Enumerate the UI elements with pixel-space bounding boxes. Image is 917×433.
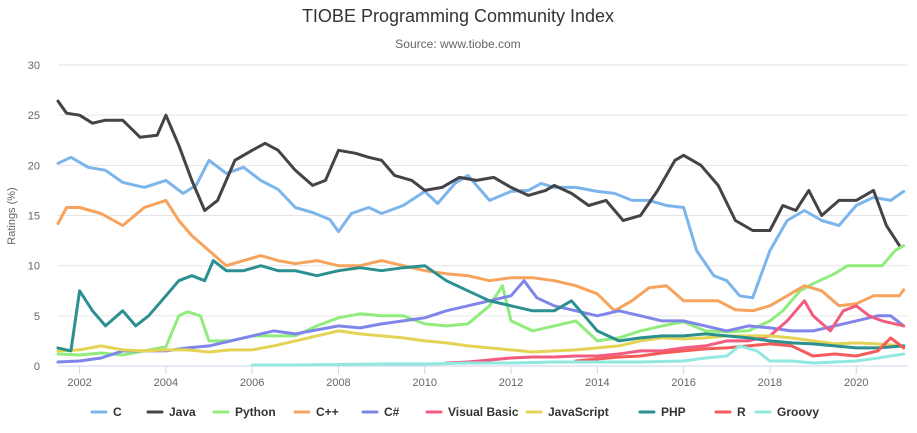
legend-label: PHP [661, 405, 686, 419]
legend-label: Visual Basic [448, 405, 519, 419]
x-tick-label: 2010 [413, 377, 437, 389]
y-tick-label: 5 [34, 311, 40, 323]
legend-item[interactable]: Java [146, 405, 196, 419]
legend-item[interactable]: C++ [293, 405, 339, 419]
series-line-c [56, 198, 906, 313]
legend-label: C# [384, 405, 400, 419]
x-tick-label: 2004 [154, 377, 178, 389]
chart-title: TIOBE Programming Community Index [302, 6, 614, 26]
legend-label: Groovy [777, 405, 819, 419]
legend-label: R [737, 405, 746, 419]
y-tick-label: 20 [28, 160, 40, 172]
chart-subtitle: Source: www.tiobe.com [395, 37, 520, 51]
legend-item[interactable]: JavaScript [525, 405, 609, 419]
y-tick-label: 15 [28, 211, 40, 223]
grid-layer [58, 64, 908, 367]
x-tick-label: 2018 [758, 377, 782, 389]
legend-label: C [113, 405, 122, 419]
series-line-javascript [56, 329, 906, 354]
x-tick-label: 2016 [671, 377, 695, 389]
legend-item[interactable]: C [90, 405, 122, 419]
legend-item[interactable]: C# [361, 405, 400, 419]
series-line-groovy [250, 344, 906, 367]
x-axis: 2002 2004 2006 2008 2010 2012 2014 2016 2018 2020 [58, 365, 908, 389]
legend-item[interactable]: Python [212, 405, 276, 419]
legend-item[interactable]: Visual Basic [425, 405, 519, 419]
legend-item[interactable]: R [714, 405, 746, 419]
x-tick-label: 2014 [585, 377, 609, 389]
series-line-python [56, 244, 906, 357]
series-line-c [56, 279, 906, 364]
x-tick-label: 2008 [326, 377, 350, 389]
legend[interactable]: C Java Python C++ C# Visual Basic JavaScript PH… [90, 405, 819, 419]
y-tick-label: 10 [28, 261, 40, 273]
legend-label: C++ [316, 405, 339, 419]
series-line-c [56, 155, 906, 300]
x-tick-label: 2020 [844, 377, 868, 389]
y-axis: 0 5 10 15 20 25 30 [28, 60, 40, 373]
y-tick-label: 0 [34, 361, 40, 373]
y-tick-label: 25 [28, 110, 40, 122]
legend-item[interactable]: Groovy [754, 405, 819, 419]
y-tick-label: 30 [28, 60, 40, 72]
legend-item[interactable]: PHP [638, 405, 686, 419]
series-line-r [574, 336, 906, 363]
series-line-php [56, 259, 906, 353]
legend-label: Java [169, 405, 196, 419]
x-tick-label: 2002 [67, 377, 91, 389]
series-line-java [56, 99, 901, 248]
series-layer [56, 99, 906, 367]
legend-label: JavaScript [548, 405, 609, 419]
x-tick-label: 2012 [499, 377, 523, 389]
x-tick-label: 2006 [240, 377, 264, 389]
series-line-visual-basic [444, 299, 906, 365]
legend-label: Python [235, 405, 276, 419]
y-axis-title: Ratings (%) [6, 187, 18, 244]
